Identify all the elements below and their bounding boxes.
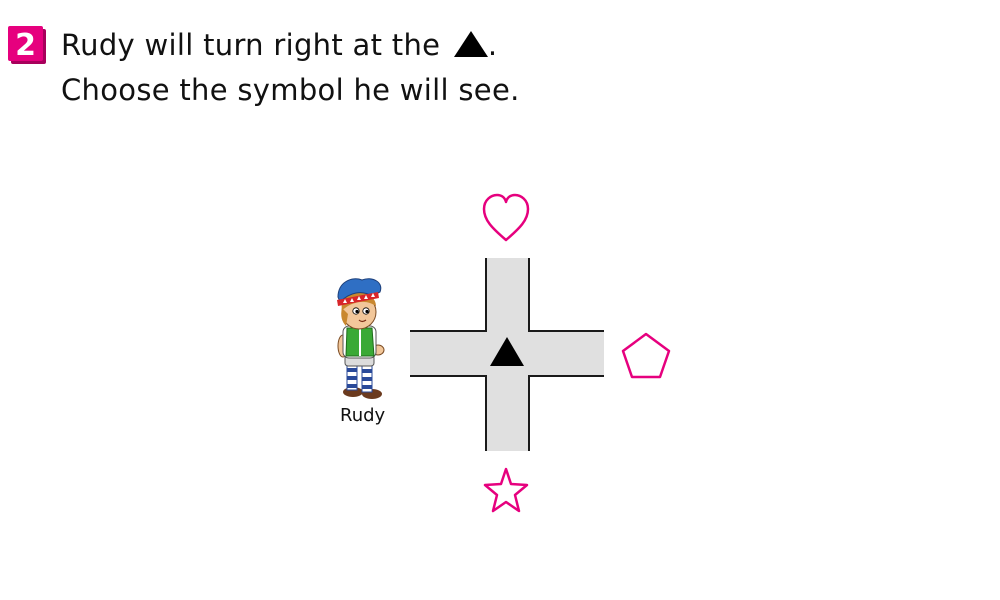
triangle-icon xyxy=(453,31,488,57)
rudy-label: Rudy xyxy=(340,405,386,426)
instruction-line-1: Rudy will turn right at the . xyxy=(61,27,497,63)
rudy-character xyxy=(337,278,385,399)
instruction-line-2: Choose the symbol he will see. xyxy=(61,73,520,107)
star-icon[interactable] xyxy=(483,467,529,513)
instruction-period: . xyxy=(487,28,498,62)
crossroad xyxy=(410,258,604,451)
instruction-text: Rudy will turn right at the xyxy=(61,28,441,62)
triangle-icon xyxy=(490,337,524,366)
question-number-badge: 2 xyxy=(8,26,46,64)
heart-icon[interactable] xyxy=(482,193,530,242)
question-number: 2 xyxy=(15,28,36,63)
pentagon-icon[interactable] xyxy=(621,332,671,379)
